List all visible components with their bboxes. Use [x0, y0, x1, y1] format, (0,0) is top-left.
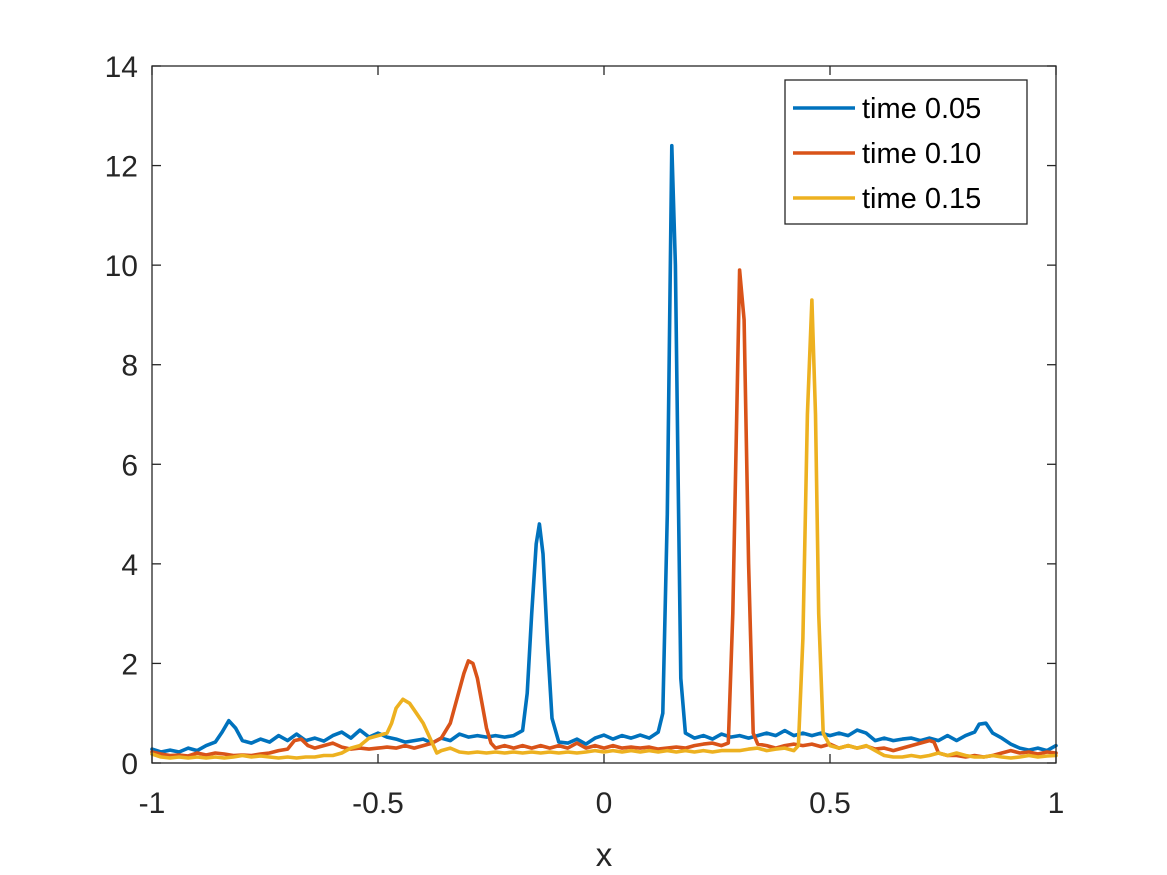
y-tick-label: 4 — [121, 549, 138, 582]
series-line-2 — [150, 268, 1058, 759]
series-line-3 — [150, 298, 1058, 760]
legend-label-3: time 0.15 — [862, 183, 981, 215]
legend-label-1: time 0.05 — [862, 93, 981, 125]
legend-label-2: time 0.10 — [862, 138, 981, 170]
x-tick-label: 0 — [596, 787, 613, 820]
x-tick-label: -0.5 — [352, 787, 404, 820]
x-tick-label: -1 — [139, 787, 166, 820]
y-tick-label: 6 — [121, 449, 138, 482]
y-tick-label: 8 — [121, 350, 138, 383]
y-tick-label: 10 — [105, 250, 138, 283]
y-tick-label: 0 — [121, 748, 138, 781]
x-tick-label: 1 — [1048, 787, 1065, 820]
ticks-layer — [151, 65, 1057, 764]
x-axis-title: x — [596, 836, 613, 873]
legend-entries: time 0.05 time 0.10 time 0.15 — [793, 93, 981, 215]
series-layer — [150, 143, 1058, 760]
y-tick-label: 2 — [121, 648, 138, 681]
y-tick-label: 14 — [105, 51, 138, 84]
series-line-1 — [150, 143, 1058, 754]
legend: time 0.05 time 0.10 time 0.15 — [784, 79, 1028, 225]
x-tick-label: 0.5 — [809, 787, 851, 820]
y-tick-label: 12 — [105, 151, 138, 184]
